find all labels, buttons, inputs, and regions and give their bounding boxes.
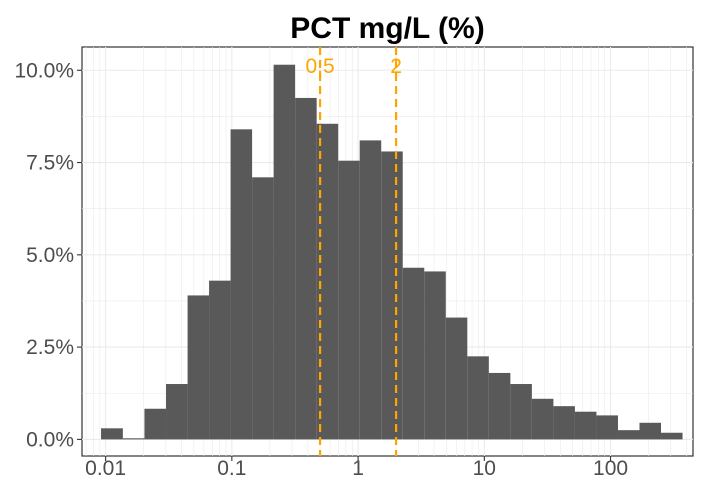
histogram-bar bbox=[488, 372, 511, 440]
histogram-bar bbox=[596, 415, 618, 440]
histogram-bar bbox=[424, 271, 446, 440]
histogram-bar bbox=[316, 123, 339, 440]
x-tick-label: 1 bbox=[352, 457, 364, 477]
histogram-bar bbox=[338, 160, 360, 440]
histogram-bar bbox=[101, 428, 123, 440]
y-tick-label: 10.0% bbox=[14, 59, 74, 82]
x-axis: 0.01 0.1 1 10 100 bbox=[85, 456, 628, 477]
y-axis: 0.0% 2.5% 5.0% 7.5% 10.0% bbox=[14, 59, 82, 451]
bars bbox=[101, 64, 683, 440]
histogram-bar bbox=[381, 151, 403, 440]
histogram-bar bbox=[661, 432, 683, 440]
chart-title: PCT mg/L (%) bbox=[290, 12, 485, 45]
y-tick-label: 0.0% bbox=[26, 428, 74, 451]
histogram-bar bbox=[122, 438, 145, 440]
histogram-bar bbox=[510, 384, 532, 440]
histogram-bar bbox=[553, 406, 575, 440]
y-tick-label: 2.5% bbox=[26, 336, 74, 359]
histogram-bar bbox=[230, 129, 253, 440]
histogram-bar bbox=[402, 267, 425, 440]
histogram-bar bbox=[273, 64, 296, 440]
histogram-bar bbox=[445, 317, 468, 440]
x-tick-label: 10 bbox=[473, 457, 496, 477]
histogram-bar bbox=[252, 177, 274, 440]
histogram-bar bbox=[209, 280, 231, 440]
x-tick-label: 100 bbox=[593, 457, 628, 477]
x-tick-label: 0.1 bbox=[217, 457, 246, 477]
histogram-bar bbox=[617, 430, 640, 440]
histogram-bar bbox=[166, 384, 188, 440]
histogram-bar bbox=[359, 140, 382, 440]
y-tick-label: 5.0% bbox=[26, 244, 74, 267]
histogram-bar bbox=[531, 398, 554, 440]
reference-line-label: 0.5 bbox=[305, 55, 334, 78]
x-tick-label: 0.01 bbox=[85, 457, 126, 477]
histogram-bar bbox=[467, 356, 489, 440]
histogram-bar bbox=[187, 295, 210, 440]
y-tick-label: 7.5% bbox=[26, 152, 74, 175]
reference-line-label: 2 bbox=[390, 55, 402, 78]
histogram-bar bbox=[639, 422, 662, 440]
histogram-bar bbox=[295, 97, 317, 440]
histogram-bar bbox=[574, 411, 597, 440]
histogram-bar bbox=[144, 408, 167, 440]
reference-lines: 0.5 2 bbox=[305, 47, 402, 456]
